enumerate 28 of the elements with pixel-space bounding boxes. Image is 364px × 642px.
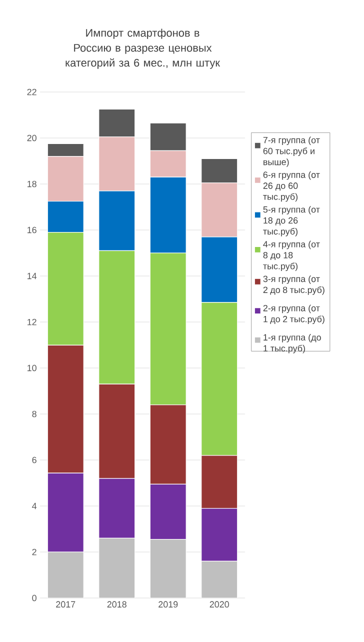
- y-tick-label: 8: [32, 410, 36, 418]
- legend-label: 2-я группа (от 1 до 2 тыс.руб): [263, 304, 324, 324]
- legend-label: 6-я группа (от 26 до 60 тыс.руб): [263, 171, 320, 202]
- bar: [201, 560, 238, 598]
- bar: [48, 552, 84, 598]
- legend-label: 7-я группа (от 60 тыс.руб и выше): [263, 136, 320, 167]
- x-tick-label: 2017: [56, 601, 76, 608]
- y-tick-label: 18: [28, 180, 36, 188]
- legend-label: 1-я группа (до 1 тыс.руб): [264, 334, 321, 354]
- y-tick-label: 4: [32, 502, 37, 510]
- legend-label: 3-я группа (от 2 до 8 тыс.руб): [263, 275, 324, 295]
- y-tick-label: 2: [32, 548, 36, 556]
- y-tick-label: 22: [27, 88, 36, 96]
- y-tick-label: 6: [32, 456, 36, 464]
- x-tick-label: 2020: [210, 601, 229, 608]
- y-tick-label: 16: [28, 226, 36, 234]
- y-tick-label: 0: [32, 594, 36, 602]
- bar: [98, 538, 135, 598]
- x-tick-label: 2019: [158, 601, 178, 608]
- y-tick-label: 20: [27, 134, 36, 142]
- legend-label: 4-я группа (от 8 до 18 тыс.руб): [263, 240, 320, 272]
- y-tick-label: 12: [28, 318, 36, 326]
- y-tick-label: 14: [28, 272, 37, 280]
- x-tick-label: 2018: [107, 601, 126, 608]
- chart-title: Импорт смартфонов в Россию в разрезе ценовых категорий за 6 мес., млн штук: [66, 28, 220, 69]
- legend-label: 5-я группа (от 18 до 26 тыс.руб): [263, 206, 320, 236]
- bar: [150, 539, 186, 598]
- y-tick-label: 10: [28, 364, 36, 372]
